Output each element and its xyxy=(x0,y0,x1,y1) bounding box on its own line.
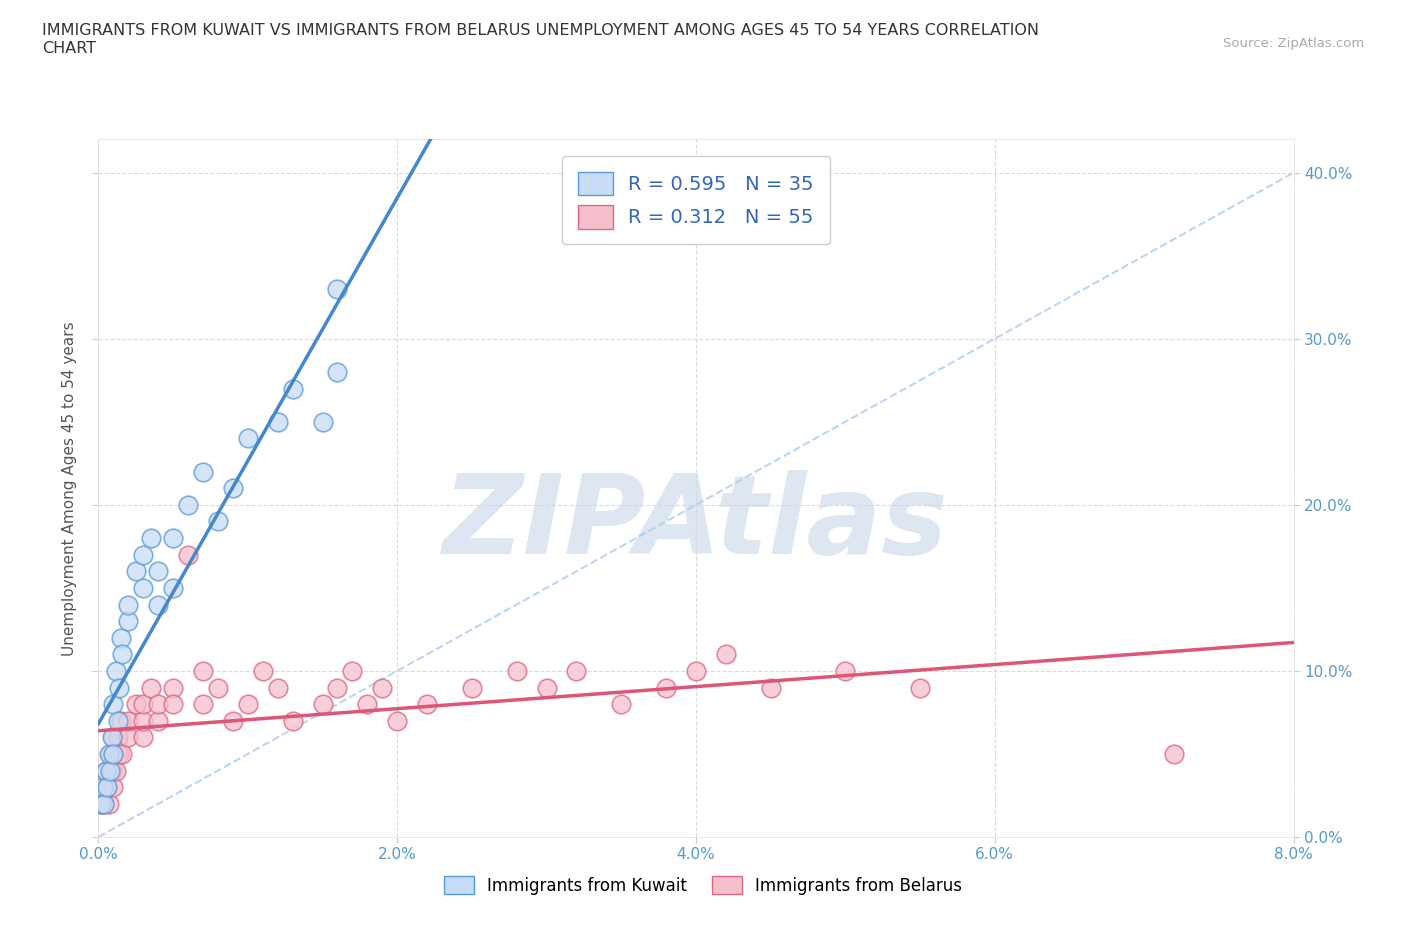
Point xyxy=(93,796,115,811)
Point xyxy=(117,614,139,629)
Point xyxy=(96,779,118,794)
Point xyxy=(103,747,125,762)
Point xyxy=(90,796,112,811)
Point xyxy=(110,631,132,645)
Point xyxy=(565,663,588,678)
Point xyxy=(385,713,409,728)
Point xyxy=(326,680,349,695)
Point xyxy=(93,796,115,811)
Legend: Immigrants from Kuwait, Immigrants from Belarus: Immigrants from Kuwait, Immigrants from … xyxy=(436,868,970,903)
Point xyxy=(311,697,333,711)
Point xyxy=(97,747,120,762)
Point xyxy=(139,531,162,546)
Point xyxy=(536,680,558,695)
Point xyxy=(125,564,148,578)
Point xyxy=(96,779,118,794)
Point xyxy=(103,779,125,794)
Point xyxy=(132,730,155,745)
Point xyxy=(101,730,124,745)
Point xyxy=(252,663,274,678)
Point xyxy=(267,680,290,695)
Point xyxy=(506,663,529,678)
Point xyxy=(108,747,131,762)
Point xyxy=(416,697,439,711)
Point xyxy=(117,713,139,728)
Y-axis label: Unemployment Among Ages 45 to 54 years: Unemployment Among Ages 45 to 54 years xyxy=(62,321,77,656)
Point xyxy=(356,697,378,711)
Point xyxy=(461,680,484,695)
Text: IMMIGRANTS FROM KUWAIT VS IMMIGRANTS FROM BELARUS UNEMPLOYMENT AMONG AGES 45 TO : IMMIGRANTS FROM KUWAIT VS IMMIGRANTS FRO… xyxy=(42,23,1039,56)
Point xyxy=(685,663,707,678)
Point xyxy=(714,647,737,662)
Point xyxy=(117,597,139,612)
Point xyxy=(191,663,214,678)
Point xyxy=(177,547,200,562)
Point xyxy=(91,779,114,794)
Point xyxy=(759,680,782,695)
Point xyxy=(148,564,170,578)
Point xyxy=(94,764,117,778)
Point xyxy=(655,680,678,695)
Point xyxy=(267,415,290,430)
Point xyxy=(103,747,125,762)
Point xyxy=(132,713,155,728)
Point xyxy=(125,697,148,711)
Point xyxy=(132,697,155,711)
Point xyxy=(191,697,214,711)
Point xyxy=(281,713,304,728)
Point xyxy=(162,697,184,711)
Point xyxy=(105,663,128,678)
Point xyxy=(90,796,112,811)
Point xyxy=(207,680,229,695)
Point xyxy=(98,747,122,762)
Point xyxy=(111,647,134,662)
Point xyxy=(107,713,129,728)
Point xyxy=(281,381,304,396)
Point xyxy=(94,764,117,778)
Text: Source: ZipAtlas.com: Source: ZipAtlas.com xyxy=(1223,37,1364,50)
Point xyxy=(103,730,125,745)
Point xyxy=(162,531,184,546)
Point xyxy=(101,764,124,778)
Point xyxy=(148,713,170,728)
Point xyxy=(98,764,122,778)
Text: ZIPAtlas: ZIPAtlas xyxy=(443,470,949,577)
Point xyxy=(107,730,129,745)
Legend: R = 0.595   N = 35, R = 0.312   N = 55: R = 0.595 N = 35, R = 0.312 N = 55 xyxy=(562,156,830,245)
Point xyxy=(326,282,349,297)
Point xyxy=(105,764,128,778)
Point xyxy=(834,663,856,678)
Point xyxy=(108,680,131,695)
Point xyxy=(97,796,120,811)
Point xyxy=(91,779,114,794)
Point xyxy=(236,697,259,711)
Point xyxy=(132,580,155,595)
Point xyxy=(111,747,134,762)
Point xyxy=(610,697,633,711)
Point xyxy=(132,547,155,562)
Point xyxy=(177,498,200,512)
Point xyxy=(326,365,349,379)
Point xyxy=(110,713,132,728)
Point xyxy=(162,680,184,695)
Point xyxy=(148,697,170,711)
Point xyxy=(207,514,229,529)
Point xyxy=(162,580,184,595)
Point xyxy=(148,597,170,612)
Point xyxy=(908,680,931,695)
Point xyxy=(222,713,245,728)
Point xyxy=(103,697,125,711)
Point xyxy=(222,481,245,496)
Point xyxy=(117,730,139,745)
Point xyxy=(236,431,259,445)
Point xyxy=(191,464,214,479)
Point xyxy=(342,663,364,678)
Point xyxy=(1163,747,1185,762)
Point xyxy=(311,415,333,430)
Point xyxy=(139,680,162,695)
Point xyxy=(371,680,394,695)
